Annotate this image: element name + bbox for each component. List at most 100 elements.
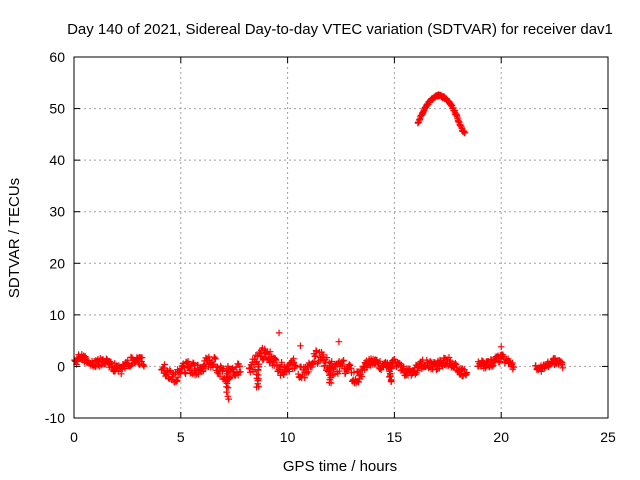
data-point (236, 362, 244, 370)
data-point (353, 368, 361, 375)
data-point (140, 363, 148, 370)
data-point (184, 358, 192, 365)
x-tick-label: 20 (493, 429, 509, 445)
data-point (224, 384, 232, 392)
data-point (301, 374, 309, 382)
y-axis-label: SDTVAR / TECUs (6, 178, 23, 298)
x-tick-label: 0 (70, 429, 78, 445)
data-point (224, 362, 232, 370)
data-point (445, 354, 453, 361)
data-point (493, 353, 501, 361)
data-point (510, 363, 518, 371)
data-point (266, 348, 274, 356)
data-point (360, 363, 368, 370)
data-point (189, 359, 197, 367)
data-point (261, 345, 269, 353)
data-point (323, 354, 331, 361)
data-point (220, 365, 227, 373)
data-point (254, 380, 262, 388)
data-point (358, 373, 365, 380)
data-point (225, 375, 232, 383)
y-tick-label: 30 (49, 204, 65, 220)
data-point (138, 354, 146, 361)
data-point (176, 370, 184, 377)
y-tick-label: 10 (49, 307, 65, 323)
data-point (326, 379, 333, 386)
data-point (387, 378, 395, 386)
data-point (309, 361, 317, 368)
data-point (489, 362, 497, 369)
data-markers (71, 91, 567, 403)
data-point (509, 359, 516, 367)
axes (73, 56, 609, 419)
data-point (190, 360, 198, 367)
data-point (355, 378, 362, 386)
x-tick-label: 5 (177, 429, 185, 445)
data-point (161, 361, 168, 368)
data-point (414, 367, 421, 374)
y-tick-label: 40 (49, 152, 65, 168)
data-point (275, 329, 283, 337)
y-tick-label: 20 (49, 255, 65, 271)
plot-frame (73, 56, 609, 419)
data-point (482, 364, 489, 372)
x-tick-label: 10 (280, 429, 296, 445)
data-point (234, 371, 242, 379)
x-axis-label: GPS time / hours (283, 458, 397, 475)
data-point (226, 374, 233, 382)
chart-title: Day 140 of 2021, Sidereal Day-to-day VTE… (67, 21, 613, 38)
data-point (181, 369, 189, 376)
data-point (285, 368, 293, 375)
data-point (291, 361, 299, 369)
data-point (140, 361, 147, 369)
data-point (305, 368, 312, 376)
data-point (272, 356, 280, 364)
data-point (559, 364, 567, 372)
data-point (451, 359, 459, 367)
data-point (223, 388, 230, 396)
y-tick-label: -10 (45, 410, 65, 426)
data-point (173, 377, 181, 384)
x-tick-label: 25 (600, 429, 616, 445)
data-point (558, 359, 566, 367)
data-point (107, 358, 115, 366)
data-point (387, 373, 394, 380)
data-point (461, 129, 469, 137)
data-point (376, 358, 384, 365)
data-point (278, 359, 285, 366)
data-point (346, 362, 354, 369)
data-point (224, 370, 231, 378)
data-point (297, 342, 304, 350)
data-point (117, 370, 125, 378)
data-point (280, 371, 288, 378)
y-tick-label: 50 (49, 101, 65, 117)
data-point (225, 366, 233, 374)
data-point (219, 368, 226, 375)
data-point (237, 368, 244, 376)
data-point (344, 366, 352, 373)
data-point (224, 393, 232, 400)
data-point (339, 357, 347, 365)
data-point (340, 357, 347, 364)
data-point (292, 362, 300, 370)
data-point (225, 395, 232, 403)
data-point (214, 363, 221, 371)
data-point (335, 338, 343, 345)
data-point (497, 343, 505, 351)
data-point (174, 373, 182, 381)
data-point (496, 358, 504, 365)
data-point (212, 355, 219, 363)
data-point (312, 347, 320, 354)
tick-labels: 0 5 10 15 20 25 -10 0 10 20 30 40 50 60 (45, 49, 616, 445)
y-tick-label: 0 (57, 358, 65, 374)
data-point (319, 351, 327, 359)
data-point (216, 372, 224, 380)
y-tick-label: 60 (49, 49, 65, 65)
data-point (463, 369, 471, 376)
data-point (173, 378, 180, 385)
data-point (246, 368, 254, 376)
data-point (255, 383, 263, 391)
x-tick-label: 15 (387, 429, 403, 445)
